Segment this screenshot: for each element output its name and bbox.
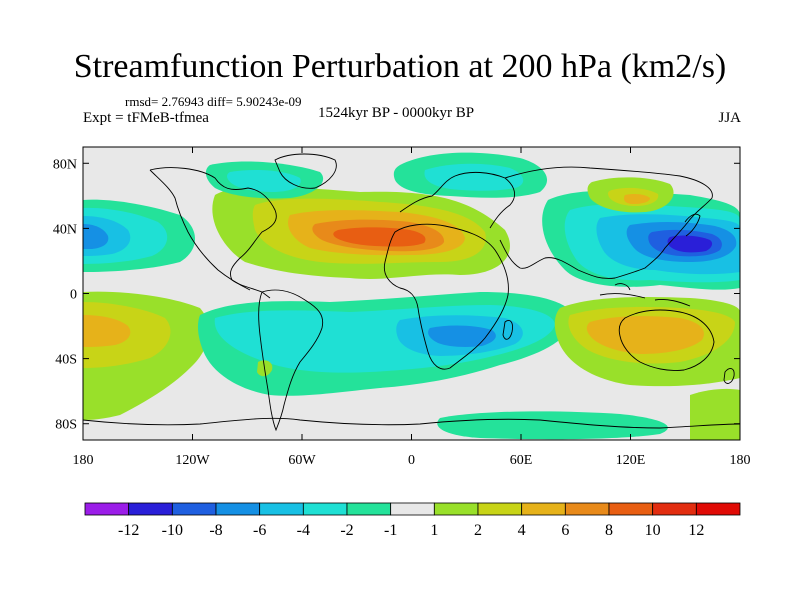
contour-siberia-pos3 [624,194,650,204]
contour-south-green [437,411,668,440]
colorbar-box [390,502,435,516]
contour-spac-level3 [83,315,131,347]
y-tick-label: 40S [55,353,77,368]
colorbar-box [521,502,566,516]
colorbar-box [477,502,523,516]
y-tick-labels: 80N 40N 0 40S 80S [53,157,77,432]
x-tick-label: 60E [510,453,533,468]
coast-indonesia [599,283,691,307]
colorbar-label: -6 [253,522,266,539]
colorbar-box [128,502,173,516]
colorbar-label: 12 [688,522,704,539]
colorbar-box [564,502,610,516]
left-subtitle: Expt = tFMeB-tfmea [83,110,209,126]
colorbar-box [84,502,130,516]
stats-text: rmsd= 2.76943 diff= 5.90243e-09 [125,94,302,109]
x-tick-label: 60W [288,453,316,468]
colorbar-label: -4 [297,522,310,539]
coast-africa [383,223,509,370]
coast-europe [399,171,516,229]
right-subtitle: JJA [718,110,741,126]
contour-aus-level3 [586,316,704,354]
x-tick-marks [82,147,741,440]
coast-japan [684,213,701,237]
colorbar-label: -2 [340,522,353,539]
contour-antarctic-green [690,388,740,440]
contour-satl-level4 [428,325,496,347]
colorbar-label: 4 [518,522,526,539]
colorbar-box [171,502,217,516]
x-tick-label: 0 [408,453,415,468]
colorbar-labels: -12 -10 -8 -6 -4 -2 -1 1 2 4 6 8 10 12 [118,522,704,539]
contour-nepac-level4 [83,224,109,249]
colorbar-box [608,502,654,516]
y-tick-label: 80N [53,157,77,172]
coast-new-zealand [723,368,735,384]
y-tick-label: 80S [55,418,77,433]
colorbar-label: 6 [561,522,569,539]
colorbar-label: 1 [430,522,438,539]
x-tick-label: 180 [730,453,751,468]
chart-title: Streamfunction Perturbation at 200 hPa (… [73,48,727,85]
colorbar-label: -10 [162,522,183,539]
x-tick-label: 120E [616,453,646,468]
contour-nwpac-level6 [667,235,713,253]
colorbar-box [215,502,261,516]
colorbar-label: 10 [645,522,661,539]
colorbar-box [652,502,697,516]
coast-australia [618,309,715,371]
colorbar-label: 8 [605,522,613,539]
colorbar-box [433,502,479,516]
coast-antarctica [83,417,740,429]
colorbar-label: -1 [384,522,397,539]
colorbar-label: -8 [209,522,222,539]
x-tick-labels: 180 120W 60W 0 60E 120E 180 [73,453,751,468]
coast-south-america [258,289,324,432]
y-tick-marks [83,162,740,425]
colorbar-box [259,502,304,516]
colorbar [84,502,741,516]
contour-natl-level5 [333,227,426,247]
colorbar-box [346,502,392,516]
colorbar-label: -12 [118,522,139,539]
colorbar-box [695,502,741,516]
coastlines [83,153,740,432]
contour-eurasia-level2 [424,163,524,191]
colorbar-box [302,502,348,516]
coast-greenland [274,153,337,189]
colorbar-label: 2 [474,522,482,539]
coast-madagascar [502,320,513,340]
center-subtitle: 1524kyr BP - 0000kyr BP [318,105,475,121]
coast-asia [499,166,713,279]
coast-north-america-west [149,169,251,291]
y-tick-label: 0 [70,288,77,303]
y-tick-label: 40N [53,222,77,237]
x-tick-label: 120W [175,453,210,468]
x-tick-label: 180 [73,453,94,468]
